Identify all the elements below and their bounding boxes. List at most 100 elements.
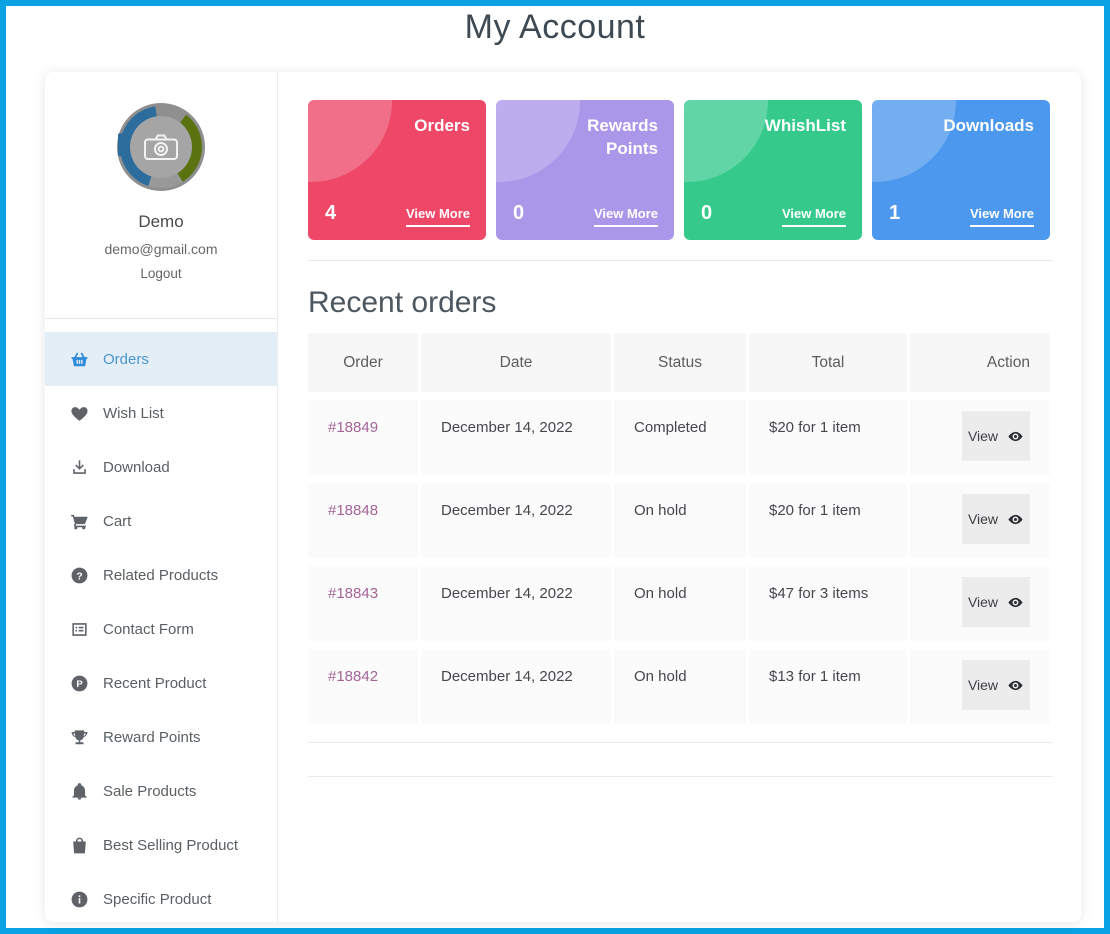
order-status-cell: On hold: [614, 566, 746, 641]
orders-table-header-cell: Total: [749, 333, 907, 392]
stat-card-value: 1: [889, 202, 901, 224]
sidebar-item[interactable]: Related Products: [45, 548, 277, 602]
sidebar-item-label: Specific Product: [103, 890, 212, 908]
order-row: #18842 December 14, 2022 On hold $13 for…: [308, 649, 1050, 724]
stat-card-value: 4: [325, 202, 337, 224]
sidebar-item-label: Wish List: [103, 404, 164, 422]
order-date-cell: December 14, 2022: [421, 566, 611, 641]
orders-table-header-cell: Action: [910, 333, 1050, 392]
order-number-link[interactable]: #18842: [328, 668, 379, 685]
sidebar-item[interactable]: Contact Form: [45, 602, 277, 656]
sidebar-item[interactable]: Best Selling Product: [45, 818, 277, 872]
orders-table-header-row: Order Date Status Total Action: [308, 333, 1050, 392]
sidebar-item[interactable]: Sale Products: [45, 764, 277, 818]
order-date-cell: December 14, 2022: [421, 483, 611, 558]
stat-card: WhishList 0 View More: [684, 100, 862, 240]
stat-cards-row: Orders 4 View More Rewards Points 0 View…: [308, 100, 1053, 240]
order-number-cell: #18842: [308, 649, 418, 724]
profile-section: Demo demo@gmail.com Logout: [45, 72, 277, 283]
order-number-cell: #18849: [308, 400, 418, 475]
view-order-button-label: View: [967, 677, 999, 693]
order-row: #18849 December 14, 2022 Completed $20 f…: [308, 400, 1050, 475]
stat-card: Orders 4 View More: [308, 100, 486, 240]
orders-table: Order Date Status Total Action: [305, 325, 1053, 732]
stat-card-value: 0: [701, 202, 713, 224]
sidebar-item-icon: [69, 403, 90, 424]
content-divider: [308, 260, 1053, 261]
sidebar-item-icon: [69, 457, 90, 478]
sidebar-item[interactable]: Specific Product: [45, 872, 277, 922]
order-row: #18848 December 14, 2022 On hold $20 for…: [308, 483, 1050, 558]
order-action-cell: View: [910, 400, 1050, 475]
sidebar-item-icon: [69, 619, 90, 640]
sidebar-menu: Orders Wish List Download: [45, 332, 277, 922]
sidebar-item[interactable]: Cart: [45, 494, 277, 548]
sidebar-item-label: Cart: [103, 512, 132, 530]
view-order-button-label: View: [967, 428, 999, 444]
eye-icon: [1007, 677, 1024, 694]
stat-card-title: Rewards Points: [587, 116, 658, 158]
view-more-link[interactable]: View More: [781, 206, 846, 227]
sidebar-item[interactable]: Wish List: [45, 386, 277, 440]
sidebar-item-label: Related Products: [103, 566, 219, 584]
sidebar-item[interactable]: Orders: [45, 332, 277, 386]
sidebar-item-label: Sale Products: [103, 782, 197, 800]
sidebar-item-icon: [69, 727, 90, 748]
eye-icon: [1007, 511, 1024, 528]
sidebar-item-icon: [69, 349, 90, 370]
sidebar-item-icon: [69, 673, 90, 694]
order-status-cell: Completed: [614, 400, 746, 475]
view-more-link[interactable]: View More: [969, 206, 1034, 227]
order-date-cell: December 14, 2022: [421, 649, 611, 724]
sidebar-item-label: Best Selling Product: [103, 836, 239, 854]
order-number-link[interactable]: #18849: [328, 419, 379, 436]
order-total-cell: $20 for 1 item: [749, 483, 907, 558]
sidebar-item[interactable]: Download: [45, 440, 277, 494]
orders-table-header-cell: Status: [614, 333, 746, 392]
order-status-cell: On hold: [614, 649, 746, 724]
orders-table-header-cell: Date: [421, 333, 611, 392]
avatar: [117, 103, 205, 191]
order-status-cell: On hold: [614, 483, 746, 558]
sidebar-item-label: Contact Form: [103, 620, 194, 638]
order-row: #18843 December 14, 2022 On hold $47 for…: [308, 566, 1050, 641]
stat-card-title: WhishList: [764, 116, 846, 135]
sidebar: Demo demo@gmail.com Logout Orders Wis: [45, 72, 278, 922]
sidebar-item[interactable]: Reward Points: [45, 710, 277, 764]
view-order-button[interactable]: View: [962, 577, 1030, 627]
order-total-cell: $47 for 3 items: [749, 566, 907, 641]
view-more-link[interactable]: View More: [405, 206, 470, 227]
stat-card-title: Downloads: [943, 116, 1034, 135]
order-action-cell: View: [910, 566, 1050, 641]
eye-icon: [1007, 428, 1024, 445]
sidebar-item[interactable]: Recent Product: [45, 656, 277, 710]
sidebar-item-icon: [69, 511, 90, 532]
view-order-button[interactable]: View: [962, 494, 1030, 544]
orders-table-header-cell: Order: [308, 333, 418, 392]
sidebar-item-label: Orders: [103, 350, 149, 368]
order-total-cell: $13 for 1 item: [749, 649, 907, 724]
sidebar-divider: [45, 318, 277, 319]
bottom-divider: [308, 742, 1053, 743]
sidebar-item-icon: [69, 781, 90, 802]
sidebar-item-icon: [69, 835, 90, 856]
order-action-cell: View: [910, 649, 1050, 724]
order-action-cell: View: [910, 483, 1050, 558]
eye-icon: [1007, 594, 1024, 611]
order-number-link[interactable]: #18848: [328, 502, 379, 519]
bottom-divider: [308, 776, 1053, 777]
page-title: My Account: [464, 8, 646, 46]
view-order-button[interactable]: View: [962, 411, 1030, 461]
order-number-cell: #18848: [308, 483, 418, 558]
sidebar-item-label: Download: [103, 458, 170, 476]
account-panel: Demo demo@gmail.com Logout Orders Wis: [45, 72, 1081, 922]
order-number-cell: #18843: [308, 566, 418, 641]
order-number-link[interactable]: #18843: [328, 585, 379, 602]
logout-link[interactable]: Logout: [140, 266, 182, 281]
sidebar-item-icon: [69, 889, 90, 910]
order-date-cell: December 14, 2022: [421, 400, 611, 475]
view-order-button[interactable]: View: [962, 660, 1030, 710]
view-order-button-label: View: [967, 594, 999, 610]
profile-name: Demo: [138, 212, 184, 231]
view-more-link[interactable]: View More: [593, 206, 658, 227]
